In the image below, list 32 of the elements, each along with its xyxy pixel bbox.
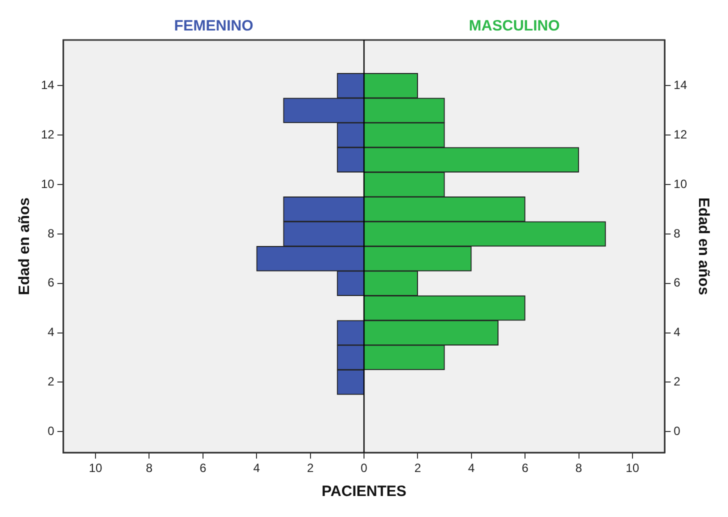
y2-tick-label: 14 (674, 78, 688, 92)
y-tick-label: 10 (40, 176, 55, 191)
y-tick-label: 4 (48, 325, 55, 340)
x-axis-title: PACIENTES (322, 483, 406, 500)
y2-tick-label: 8 (674, 226, 681, 240)
x-tick-label: 10 (88, 461, 103, 476)
text: FEMENINO (174, 18, 254, 35)
x-tick-label: 8 (146, 461, 153, 476)
x-tick-label: 2 (306, 461, 314, 476)
x-tick-label: 6 (200, 461, 207, 476)
x-tick-label: 4 (468, 461, 476, 476)
y-tick-label: 6 (48, 276, 55, 290)
y2-tick-label: 0 (674, 424, 681, 438)
x-tick-label: 4 (253, 461, 260, 476)
y-tick-label: 12 (40, 127, 55, 142)
text: MASCULINO (468, 18, 560, 35)
y2-tick-label: 2 (674, 374, 681, 388)
y-tick-label: 8 (48, 226, 55, 240)
x-tick-label: 10 (626, 461, 640, 476)
x-tick-label: 2 (414, 461, 422, 476)
y2-tick-label: 12 (674, 127, 688, 142)
y-tick-label: 14 (40, 78, 55, 92)
y-tick-label: 2 (48, 374, 55, 388)
x-tick-label: 6 (522, 461, 529, 476)
x-tick-label: 0 (360, 461, 368, 476)
y2-tick-label: 6 (674, 276, 681, 290)
y-axis-title: Edad en años (16, 198, 34, 296)
y-tick-label: 0 (48, 424, 55, 438)
y2-axis-title: Edad en años (694, 198, 712, 296)
y2-tick-label: 10 (674, 176, 688, 191)
y2-tick-label: 4 (674, 325, 681, 340)
x-tick-label: 8 (575, 461, 582, 476)
